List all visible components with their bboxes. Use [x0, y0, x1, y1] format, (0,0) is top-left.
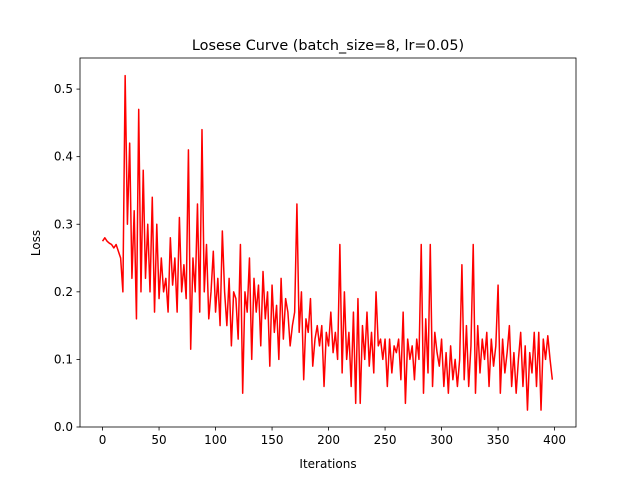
- x-axis-label: Iterations: [299, 457, 356, 471]
- x-tick-label: 200: [317, 433, 340, 447]
- plot-frame: [79, 57, 577, 428]
- x-tick-label: 150: [261, 433, 284, 447]
- y-tick-label: 0.0: [54, 420, 73, 434]
- x-tick-label: 300: [430, 433, 453, 447]
- x-tick-label: 350: [487, 433, 510, 447]
- y-tick-label: 0.4: [54, 150, 73, 164]
- x-tick-label: 250: [374, 433, 397, 447]
- x-tick-label: 0: [99, 433, 107, 447]
- y-tick-label: 0.2: [54, 285, 73, 299]
- loss-line: [101, 74, 554, 411]
- x-tick-label: 400: [543, 433, 566, 447]
- y-tick-label: 0.5: [54, 82, 73, 96]
- y-axis-label: Loss: [29, 230, 43, 256]
- y-tick-label: 0.1: [54, 352, 73, 366]
- x-tick-label: 50: [151, 433, 166, 447]
- y-tick-label: 0.3: [54, 217, 73, 231]
- chart-title: Losese Curve (batch_size=8, lr=0.05): [192, 38, 464, 54]
- x-tick-label: 100: [204, 433, 227, 447]
